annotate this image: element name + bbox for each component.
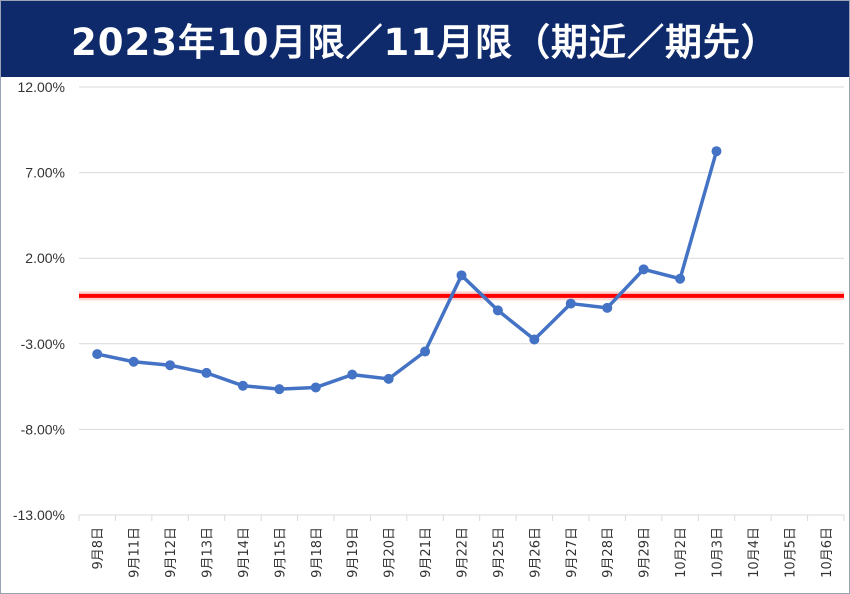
data-point	[492, 305, 503, 316]
x-tick-label: 9月22日	[456, 527, 471, 578]
y-axis-tick-labels: 12.00% 7.00% 2.00% -3.00% -8.00% -13.00%	[13, 79, 65, 523]
y-tick-label: -13.00%	[13, 507, 65, 523]
x-tick-label: 9月20日	[383, 527, 398, 578]
x-tick-label: 10月2日	[674, 527, 689, 578]
data-point	[602, 302, 613, 313]
data-point	[565, 298, 576, 309]
x-axis	[78, 515, 845, 521]
x-tick-label: 9月29日	[638, 527, 653, 578]
chart-title: 2023年10月限／11月限（期近／期先）	[71, 21, 779, 64]
data-point	[274, 384, 285, 395]
x-tick-label: 9月12日	[164, 527, 179, 578]
data-point	[383, 373, 394, 384]
x-tick-label: 9月26日	[528, 527, 543, 578]
data-point	[420, 346, 431, 357]
x-tick-label: 9月21日	[419, 527, 434, 578]
data-point	[529, 334, 540, 345]
series-line	[96, 150, 719, 391]
data-point	[638, 264, 649, 275]
data-point	[310, 382, 321, 393]
data-point	[456, 270, 467, 281]
title-bar: 2023年10月限／11月限（期近／期先）	[1, 1, 849, 77]
y-tick-label: 7.00%	[25, 165, 65, 181]
data-point	[347, 369, 358, 380]
data-point	[92, 349, 103, 360]
data-point	[237, 380, 248, 391]
x-tick-label: 10月3日	[711, 527, 726, 578]
x-tick-label: 9月18日	[310, 527, 325, 578]
x-tick-label: 9月15日	[273, 527, 288, 578]
x-tick-label: 10月6日	[820, 527, 835, 578]
x-tick-label: 9月13日	[201, 527, 216, 578]
y-tick-label: 2.00%	[25, 250, 65, 266]
data-point	[128, 356, 139, 367]
x-tick-label: 9月28日	[601, 527, 616, 578]
data-point	[711, 146, 722, 157]
x-tick-label: 10月5日	[783, 527, 798, 578]
x-tick-label: 9月8日	[91, 527, 106, 570]
x-tick-label: 9月19日	[346, 527, 361, 578]
y-tick-label: -8.00%	[21, 421, 65, 437]
data-point	[165, 360, 176, 371]
y-tick-label: -3.00%	[21, 336, 65, 352]
series-group	[92, 146, 722, 395]
gridlines	[79, 86, 844, 516]
x-axis-tick-labels: 9月8日 9月11日 9月12日 9月13日 9月14日 9月15日 9月18日 9月19日 9…	[91, 527, 835, 578]
x-tick-label: 10月4日	[747, 527, 762, 578]
x-tick-label: 9月11日	[128, 527, 143, 578]
data-point	[201, 367, 212, 378]
x-tick-label: 9月27日	[565, 527, 580, 578]
x-tick-label: 9月14日	[237, 527, 252, 578]
data-point	[675, 273, 686, 284]
y-tick-label: 12.00%	[18, 79, 65, 95]
x-tick-label: 9月25日	[492, 527, 507, 578]
